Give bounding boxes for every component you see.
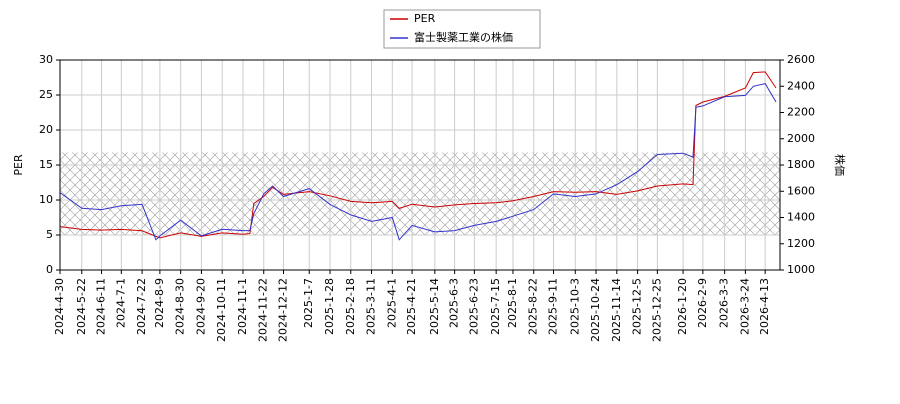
x-tick-label: 2024-4-30 (53, 278, 66, 335)
x-tick-label: 2025-4-21 (405, 278, 418, 335)
series-line (59, 83, 777, 241)
y-axis-label: PER (12, 154, 25, 176)
y-tick-label: 0 (46, 263, 53, 276)
y-tick-label: 5 (46, 228, 53, 241)
x-tick-label: 2024-10-11 (215, 278, 228, 342)
y-tick-label: 20 (39, 123, 53, 136)
x-tick-label: 2025-7-15 (489, 278, 502, 335)
x-tick-label: 2025-12-25 (650, 278, 663, 342)
x-tick-label: 2024-5-22 (75, 278, 88, 335)
x-tick-label: 2025-9-11 (547, 278, 560, 335)
x-tick-label: 2024-6-11 (95, 278, 108, 335)
y2-tick-label: 2600 (787, 53, 815, 66)
x-tick-label: 2025-4-1 (385, 278, 398, 328)
x-tick-label: 2025-6-3 (448, 278, 461, 328)
x-tick-label: 2024-11-1 (236, 278, 249, 335)
x-tick-label: 2025-2-18 (344, 278, 357, 335)
y2-tick-label: 2200 (787, 106, 815, 119)
x-tick-label: 2025-10-24 (589, 278, 602, 342)
x-tick-label: 2025-8-1 (506, 278, 519, 328)
x-tick-label: 2025-12-5 (631, 278, 644, 335)
y2-axis-label: 株価 (833, 154, 847, 176)
x-tick-label: 2026-3-24 (738, 278, 751, 335)
x-tick-label: 2025-3-11 (365, 278, 378, 335)
y2-tick-label: 1200 (787, 237, 815, 250)
x-tick-label: 2024-8-30 (174, 278, 187, 335)
y-tick-label: 30 (39, 53, 53, 66)
x-tick-label: 2026-1-20 (676, 278, 689, 335)
x-tick-label: 2025-1-7 (302, 278, 315, 328)
x-tick-label: 2026-3-3 (718, 278, 731, 328)
x-tick-label: 2024-12-12 (277, 278, 290, 342)
x-tick-label: 2025-8-22 (527, 278, 540, 335)
plot-frame (59, 59, 781, 271)
y2-tick-label: 2000 (787, 132, 815, 145)
legend-label: PER (414, 12, 436, 25)
x-tick-label: 2024-7-1 (114, 278, 127, 328)
y2-tick-label: 1800 (787, 158, 815, 171)
y2-tick-label: 1600 (787, 184, 815, 197)
x-tick-label: 2025-5-14 (428, 278, 441, 335)
x-tick-label: 2025-1-28 (323, 278, 336, 335)
legend: PER 富士製薬工業の株価 (383, 9, 541, 49)
legend-box (383, 9, 541, 49)
x-tick-label: 2024-11-22 (257, 278, 270, 342)
x-tick-label: 2025-10-3 (568, 278, 581, 335)
x-tick-label: 2024-7-22 (135, 278, 148, 335)
x-tick-label: 2025-11-14 (610, 278, 623, 342)
x-tick-label: 2024-9-20 (194, 278, 207, 335)
y-tick-label: 15 (39, 158, 53, 171)
y2-tick-label: 2400 (787, 79, 815, 92)
legend-label: 富士製薬工業の株価 (414, 30, 513, 44)
x-tick-label: 2026-2-9 (696, 278, 709, 328)
x-tick-label: 2024-8-9 (153, 278, 166, 328)
y-tick-label: 25 (39, 88, 53, 101)
y-tick-label: 10 (39, 193, 53, 206)
y2-tick-label: 1400 (787, 211, 815, 224)
x-tick-label: 2026-4-13 (758, 278, 771, 335)
y2-tick-label: 1000 (787, 263, 815, 276)
x-tick-label: 2025-6-23 (467, 278, 480, 335)
series-line (59, 71, 777, 239)
